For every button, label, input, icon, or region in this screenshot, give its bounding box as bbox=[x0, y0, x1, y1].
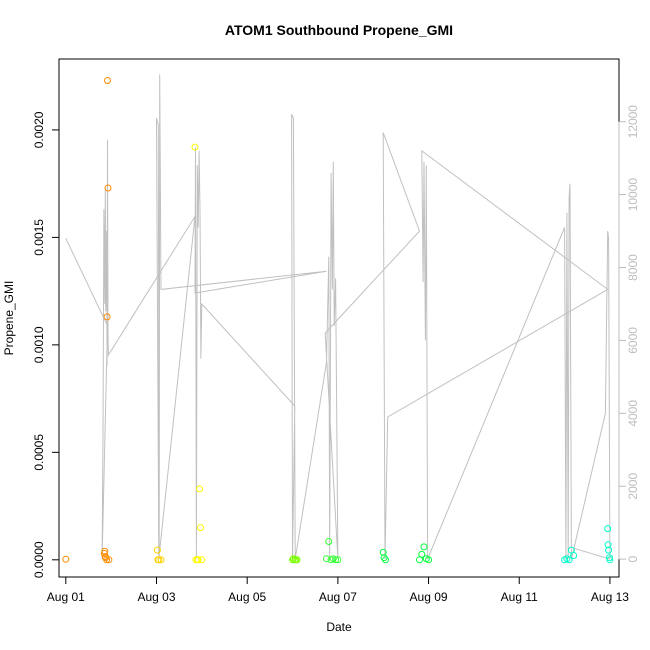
y-tick-label: 0.0010 bbox=[32, 326, 46, 363]
data-point bbox=[605, 546, 613, 554]
y-tick-label: 0.0000 bbox=[32, 541, 46, 578]
y-axis-right: 0 2000 4000 6000 8000 10000 12000 bbox=[618, 105, 640, 562]
x-tick-label: Aug 09 bbox=[410, 590, 448, 604]
data-point bbox=[155, 556, 163, 564]
x-tick-label: Aug 11 bbox=[501, 590, 538, 604]
data-point bbox=[196, 485, 204, 493]
data-point bbox=[157, 556, 165, 564]
gray-series-line bbox=[65, 74, 611, 560]
data-point bbox=[153, 546, 161, 554]
y-axis-left: 0.0000 0.0005 0.0010 0.0015 0.0020 bbox=[32, 111, 60, 578]
data-point bbox=[418, 550, 426, 558]
x-tick-label: Aug 05 bbox=[228, 590, 266, 604]
data-point bbox=[104, 77, 111, 84]
data-point bbox=[103, 556, 111, 564]
data-point bbox=[191, 143, 199, 151]
x-tick-label: Aug 01 bbox=[47, 590, 85, 604]
x-axis: Aug 01 Aug 03 Aug 05 Aug 07 Aug 09 Aug 11 Aug … bbox=[47, 576, 629, 604]
data-point bbox=[323, 555, 330, 563]
data-point bbox=[197, 524, 204, 532]
y2-tick-label: 2000 bbox=[626, 473, 640, 500]
x-tick-label: Aug 07 bbox=[319, 590, 357, 604]
chart-title: ATOM1 Southbound Propene_GMI bbox=[225, 22, 453, 38]
x-tick-label: Aug 13 bbox=[591, 590, 629, 604]
data-point bbox=[420, 543, 428, 551]
data-point bbox=[382, 556, 389, 564]
data-point bbox=[103, 313, 111, 321]
data-point bbox=[325, 538, 333, 545]
y2-tick-label: 0 bbox=[626, 555, 640, 562]
data-point bbox=[425, 556, 433, 564]
gray-line-layer bbox=[65, 74, 611, 560]
y-tick-label: 0.0005 bbox=[32, 434, 46, 471]
data-point bbox=[565, 556, 573, 564]
y2-tick-label: 8000 bbox=[626, 254, 640, 281]
data-point bbox=[293, 556, 301, 564]
y-axis-label: Propene_GMI bbox=[2, 281, 16, 356]
data-point bbox=[101, 547, 109, 555]
y2-tick-label: 4000 bbox=[626, 400, 640, 427]
x-axis-label: Date bbox=[326, 620, 352, 634]
data-point bbox=[198, 556, 206, 564]
x-tick-label: Aug 03 bbox=[137, 590, 175, 604]
data-point bbox=[104, 184, 112, 192]
data-point bbox=[332, 556, 340, 564]
y-tick-label: 0.0020 bbox=[32, 111, 46, 148]
data-point bbox=[194, 556, 202, 564]
data-point bbox=[62, 555, 70, 563]
data-point bbox=[105, 556, 113, 564]
y2-tick-label: 6000 bbox=[626, 327, 640, 354]
y2-tick-label: 10000 bbox=[626, 178, 640, 212]
data-point bbox=[289, 556, 296, 564]
data-point bbox=[606, 556, 614, 564]
y-tick-label: 0.0015 bbox=[32, 219, 46, 256]
y2-tick-label: 12000 bbox=[626, 105, 640, 139]
points-layer bbox=[62, 77, 614, 564]
data-point bbox=[604, 541, 612, 549]
data-point bbox=[334, 556, 342, 564]
data-point bbox=[570, 552, 578, 559]
data-point bbox=[604, 525, 612, 533]
